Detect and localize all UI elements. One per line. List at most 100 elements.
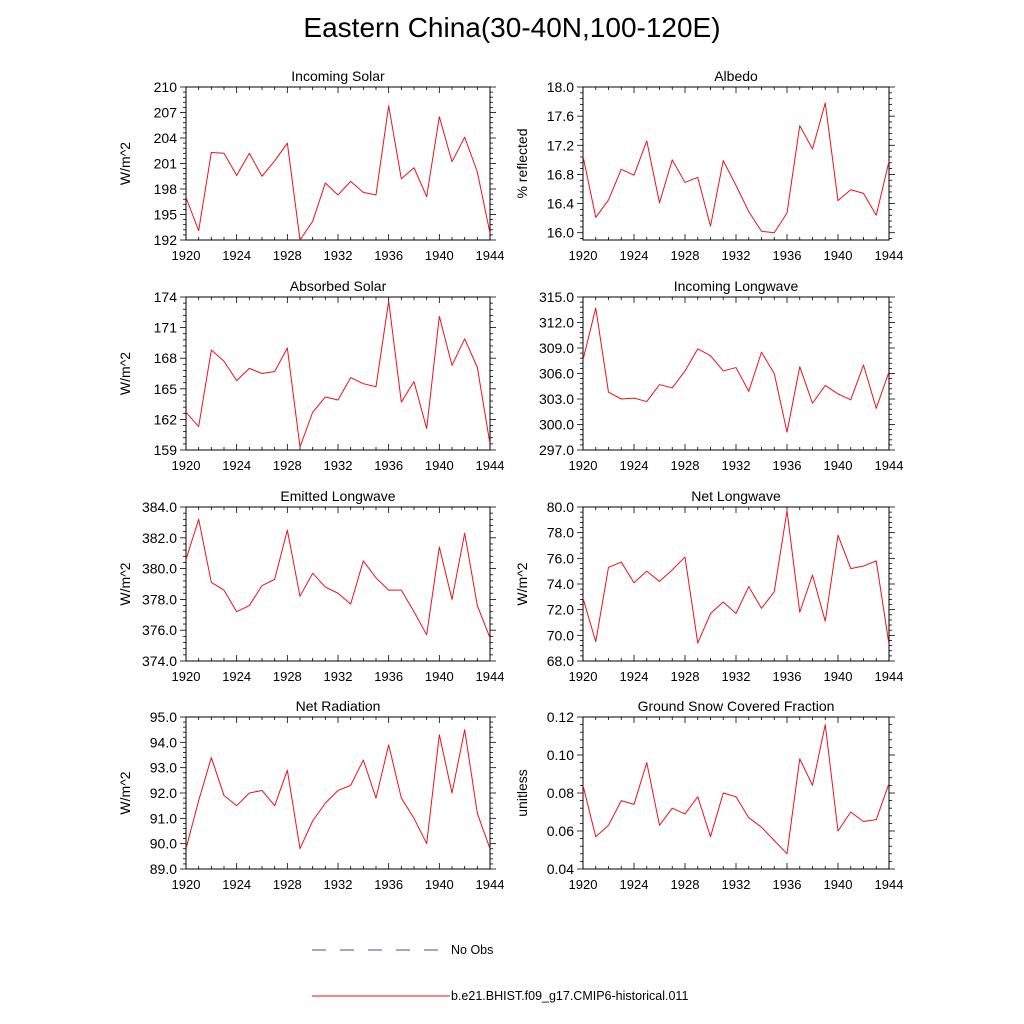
y-axis-label: unitless xyxy=(514,769,530,816)
y-tick-label: 18.0 xyxy=(547,79,574,95)
y-tick-label: 171 xyxy=(154,320,178,336)
x-tick-label: 1936 xyxy=(773,669,802,684)
x-tick-label: 1940 xyxy=(425,669,454,684)
y-axis-label: W/m^2 xyxy=(514,562,530,605)
chart-panel-1: Incoming Solar W/m^2 1920 1924 1928 1932 1936 1… xyxy=(117,68,504,263)
y-tick-label: 17.2 xyxy=(547,137,574,153)
series-line xyxy=(583,724,889,855)
y-tick-label: 70.0 xyxy=(547,627,574,643)
y-tick-label: 165 xyxy=(154,381,178,397)
y-tick-label: 384.0 xyxy=(142,499,177,515)
x-tick-label: 1924 xyxy=(222,877,251,892)
y-tick-label: 300.0 xyxy=(539,417,574,433)
x-tick-label: 1932 xyxy=(722,877,751,892)
y-tick-label: 16.4 xyxy=(547,196,574,212)
y-tick-label: 0.04 xyxy=(547,861,574,877)
plot-frame xyxy=(185,716,491,870)
panel-title: Incoming Longwave xyxy=(674,278,799,294)
y-tick-label: 312.0 xyxy=(539,315,574,331)
y-tick-label: 382.0 xyxy=(142,530,177,546)
panel-title: Absorbed Solar xyxy=(290,278,387,294)
x-tick-label: 1928 xyxy=(671,669,700,684)
y-tick-label: 198 xyxy=(154,181,178,197)
y-tick-label: 297.0 xyxy=(539,442,574,458)
x-tick-label: 1920 xyxy=(569,248,598,263)
x-tick-label: 1936 xyxy=(374,458,403,473)
plot-frame xyxy=(582,716,890,870)
y-tick-label: 376.0 xyxy=(142,622,177,638)
panel-title: Albedo xyxy=(714,68,758,84)
y-tick-label: 195 xyxy=(154,207,178,223)
x-tick-label: 1936 xyxy=(773,877,802,892)
series-line xyxy=(583,510,889,645)
y-tick-label: 162 xyxy=(154,411,178,427)
x-tick-label: 1924 xyxy=(222,458,251,473)
y-axis-label: W/m^2 xyxy=(117,142,133,185)
y-tick-label: 68.0 xyxy=(547,653,574,669)
x-tick-label: 1940 xyxy=(824,248,853,263)
y-tick-label: 159 xyxy=(154,442,178,458)
x-tick-label: 1924 xyxy=(620,877,649,892)
plot-frame xyxy=(185,86,491,241)
panel-title: Emitted Longwave xyxy=(280,488,395,504)
chart-panel-7: Net Radiation W/m^2 1920 1924 1928 1932 1936 19… xyxy=(117,698,504,892)
x-tick-label: 1944 xyxy=(875,877,904,892)
y-tick-label: 95.0 xyxy=(150,709,177,725)
y-tick-label: 374.0 xyxy=(142,653,177,669)
panel-title: Net Radiation xyxy=(296,698,381,714)
x-tick-label: 1940 xyxy=(425,877,454,892)
x-tick-label: 1936 xyxy=(374,248,403,263)
chart-panel-3: Absorbed Solar W/m^2 1920 1924 1928 1932 1936 1… xyxy=(117,278,504,473)
y-tick-label: 0.06 xyxy=(547,823,574,839)
x-tick-label: 1920 xyxy=(172,669,201,684)
y-tick-label: 380.0 xyxy=(142,561,177,577)
y-tick-label: 89.0 xyxy=(150,861,177,877)
x-tick-label: 1924 xyxy=(222,669,251,684)
x-tick-label: 1944 xyxy=(476,248,505,263)
legend: No Obs b.e21.BHIST.f09_g17.CMIP6-histori… xyxy=(312,943,688,1003)
y-tick-label: 306.0 xyxy=(539,366,574,382)
legend-obs-label: No Obs xyxy=(451,943,493,957)
plot-frame xyxy=(582,296,890,451)
y-tick-label: 92.0 xyxy=(150,785,177,801)
y-tick-label: 168 xyxy=(154,350,178,366)
x-tick-label: 1932 xyxy=(722,248,751,263)
panel-title: Ground Snow Covered Fraction xyxy=(638,698,835,714)
x-tick-label: 1936 xyxy=(773,248,802,263)
chart-panel-8: Ground Snow Covered Fraction unitless 1920… xyxy=(514,698,903,892)
y-tick-label: 17.6 xyxy=(547,108,574,124)
panel-title: Incoming Solar xyxy=(291,68,385,84)
y-tick-label: 378.0 xyxy=(142,591,177,607)
x-tick-label: 1928 xyxy=(273,669,302,684)
x-tick-label: 1936 xyxy=(374,877,403,892)
y-tick-label: 91.0 xyxy=(150,810,177,826)
x-tick-label: 1936 xyxy=(374,669,403,684)
x-tick-label: 1924 xyxy=(620,669,649,684)
y-tick-label: 315.0 xyxy=(539,289,574,305)
y-tick-label: 174 xyxy=(154,289,178,305)
panel-title: Net Longwave xyxy=(691,488,781,504)
series-line xyxy=(583,307,889,433)
y-tick-label: 76.0 xyxy=(547,550,574,566)
y-tick-label: 16.0 xyxy=(547,225,574,241)
plot-frame xyxy=(582,86,890,241)
x-tick-label: 1932 xyxy=(722,458,751,473)
plot-frame xyxy=(582,506,890,662)
x-tick-label: 1928 xyxy=(273,458,302,473)
y-axis-label: W/m^2 xyxy=(117,771,133,814)
x-tick-label: 1920 xyxy=(569,669,598,684)
series-line xyxy=(186,105,490,240)
series-line xyxy=(583,102,889,234)
x-tick-label: 1944 xyxy=(476,669,505,684)
series-line xyxy=(186,518,490,639)
x-tick-label: 1940 xyxy=(425,458,454,473)
y-tick-label: 94.0 xyxy=(150,734,177,750)
y-tick-label: 74.0 xyxy=(547,576,574,592)
y-tick-label: 303.0 xyxy=(539,391,574,407)
y-tick-label: 204 xyxy=(154,130,178,146)
y-tick-label: 192 xyxy=(154,232,178,248)
y-tick-label: 90.0 xyxy=(150,836,177,852)
x-tick-label: 1928 xyxy=(671,458,700,473)
x-tick-label: 1932 xyxy=(324,248,353,263)
x-tick-label: 1944 xyxy=(476,458,505,473)
